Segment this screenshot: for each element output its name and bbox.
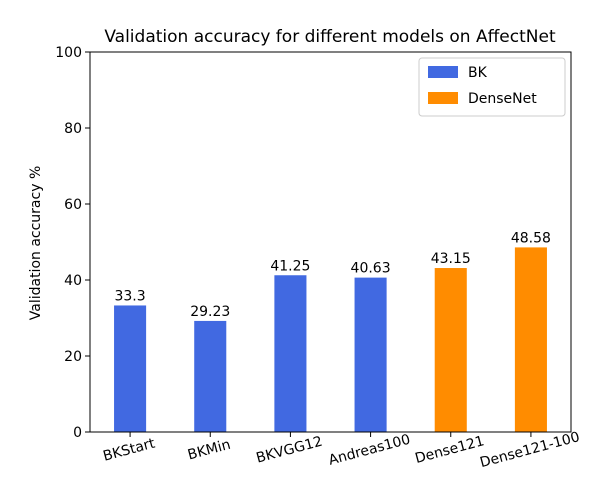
y-tick-label: 60 [64, 197, 82, 213]
bar-value-label: 40.63 [351, 261, 391, 277]
x-axis-ticks: BKStart BKMin BKVGG12 Andreas100 Dense121Den… [101, 429, 581, 471]
bar-andreas100 [354, 277, 387, 432]
legend-swatch-bk [428, 66, 458, 78]
plot-frame [89, 51, 572, 433]
y-axis-label: Validation accuracy % [28, 166, 44, 321]
bar-value-label: 48.58 [511, 230, 551, 246]
bar-dense121-100 [514, 247, 547, 432]
y-tick-label: 100 [55, 45, 82, 61]
bar-value-label: 43.15 [431, 251, 471, 267]
y-tick-label: 40 [64, 273, 82, 289]
legend-label: DenseNet [468, 91, 537, 107]
legend-label: BK [468, 65, 488, 81]
x-tick-label: BKStart [101, 435, 157, 464]
x-tick-label: Andreas100 [327, 432, 412, 469]
bar-bkmin [194, 320, 227, 432]
y-tick-label: 20 [64, 349, 82, 365]
x-tick-label: BKVGG12 [255, 434, 325, 467]
x-tick-label: Dense121-100 [478, 429, 581, 471]
bar-value-label: 41.25 [270, 258, 310, 274]
bars: 33.3 29.23 41.25 40.63 43.15 48.58 [114, 230, 551, 432]
x-tick-label: Dense121 [413, 433, 486, 467]
chart-title: Validation accuracy for different models… [104, 27, 556, 47]
y-tick-label: 0 [73, 425, 82, 441]
bar-bkstart [114, 305, 147, 432]
y-axis-ticks: 0 20 40 60 80 100 [55, 45, 90, 441]
bar-value-label: 33.3 [114, 288, 145, 304]
bar-dense121 [434, 268, 467, 432]
legend-swatch-densenet [428, 92, 458, 104]
y-tick-label: 80 [64, 121, 82, 137]
legend: BK DenseNet [418, 57, 566, 117]
bar-bkvgg12 [274, 275, 307, 432]
x-tick-label: BKMin [186, 437, 232, 464]
bar-value-label: 29.23 [190, 304, 230, 320]
